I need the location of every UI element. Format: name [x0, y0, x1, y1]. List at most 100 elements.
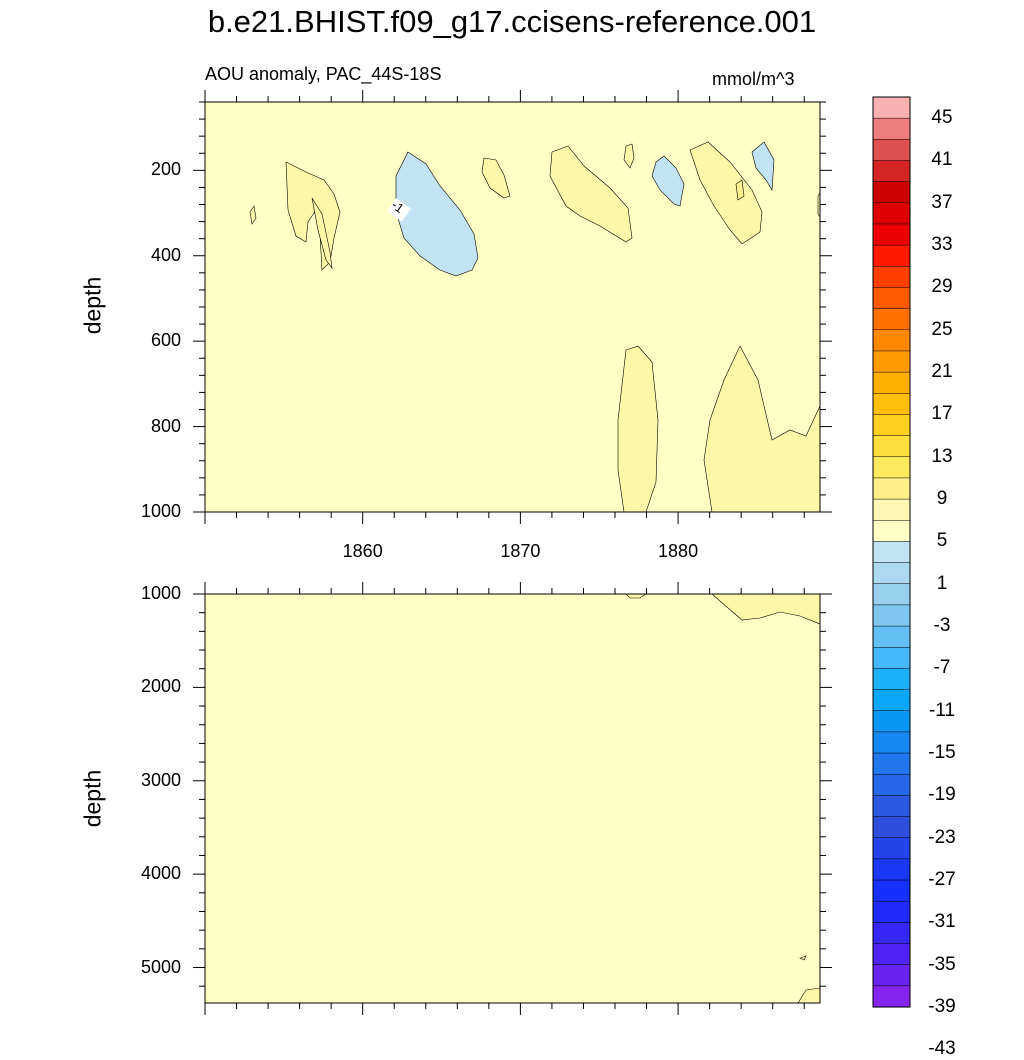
colorbar-label: -35 — [928, 953, 956, 975]
colorbar-swatch — [872, 308, 911, 331]
contour-pos-7 — [735, 179, 745, 201]
colorbar-swatch — [872, 583, 911, 606]
colorbar-swatch — [872, 435, 911, 458]
colorbar-swatch — [872, 858, 911, 881]
colorbar-swatch — [872, 456, 911, 479]
contour-pos-8 — [249, 205, 257, 225]
lower-background-fill — [205, 594, 820, 1003]
axis-ticks — [193, 90, 832, 1015]
contour-pos-10 — [617, 345, 659, 512]
y-tick-label: 200 — [150, 159, 181, 180]
colorbar-swatch — [872, 562, 911, 585]
colorbar-swatch — [872, 985, 911, 1008]
colorbar-swatch — [872, 139, 911, 162]
colorbar-label: 21 — [931, 361, 953, 383]
colorbar-label: 1 — [936, 572, 948, 594]
upper-y-axis-label: depth — [79, 276, 106, 335]
colorbar-swatch — [872, 731, 911, 754]
colorbar-label: 13 — [931, 445, 953, 467]
colorbar-label: -43 — [928, 1038, 956, 1060]
colorbar-label: -39 — [928, 996, 956, 1017]
contour-pos-4 — [549, 145, 633, 243]
colorbar-label: 5 — [936, 530, 948, 552]
colorbar-swatch — [872, 414, 911, 437]
colorbar — [872, 96, 911, 1008]
colorbar-swatch — [872, 541, 911, 564]
colorbar-swatch — [872, 816, 911, 839]
colorbar-swatch — [872, 773, 911, 796]
colorbar-swatch — [872, 266, 911, 289]
colorbar-swatch — [872, 477, 911, 500]
contour-label-box — [387, 198, 411, 222]
colorbar-label: -23 — [928, 826, 956, 848]
colorbar-swatch — [872, 689, 911, 712]
colorbar-swatch — [872, 943, 911, 966]
y-tick-label: 5000 — [140, 956, 181, 977]
colorbar-swatch — [872, 922, 911, 945]
contour-neg-2 — [651, 155, 685, 207]
colorbar-swatch — [872, 879, 911, 902]
contour-pos-3 — [481, 157, 511, 199]
y-tick-label: 1000 — [140, 501, 181, 521]
contour-pos-lower-4 — [799, 955, 807, 961]
colorbar-swatch — [872, 350, 911, 373]
contour-neg-3 — [751, 141, 775, 191]
colorbar-swatch — [872, 287, 911, 310]
lower-y-axis-label: depth — [79, 769, 106, 828]
colorbar-swatch — [872, 393, 911, 415]
colorbar-label: 17 — [931, 403, 953, 425]
colorbar-swatch — [872, 329, 911, 352]
colorbar-label: -7 — [933, 657, 951, 679]
colorbar-swatch — [872, 520, 911, 542]
contour-pos-11 — [703, 345, 820, 512]
colorbar-swatch — [872, 181, 911, 204]
y-tick-label: 4000 — [140, 863, 181, 884]
colorbar-swatch — [872, 223, 911, 246]
colorbar-swatch — [872, 498, 911, 521]
colorbar-label: -15 — [928, 742, 956, 764]
colorbar-swatch — [872, 117, 911, 140]
upper-subtitle-left: AOU anomaly, PAC_44S-18S — [205, 64, 442, 84]
colorbar-swatch — [872, 668, 911, 691]
y-tick-label: 2000 — [140, 676, 181, 697]
colorbar-swatch — [872, 964, 911, 987]
colorbar-swatch — [872, 160, 911, 183]
colorbar-swatch — [872, 244, 911, 267]
y-tick-label: 600 — [150, 330, 181, 351]
colorbar-label: 45 — [931, 107, 953, 129]
colorbar-label: 33 — [931, 234, 953, 256]
colorbar-swatch — [872, 752, 911, 775]
colorbar-label: -11 — [928, 699, 956, 721]
colorbar-label: -3 — [933, 615, 951, 637]
colorbar-swatch — [872, 646, 911, 669]
colorbar-label: 29 — [931, 276, 953, 298]
colorbar-swatch — [872, 795, 911, 818]
contour-pos-2 — [311, 197, 333, 270]
colorbar-swatch — [872, 202, 911, 225]
upper-subtitle-right: mmol/m^3 — [712, 69, 795, 89]
x-tick-label: 1880 — [658, 541, 699, 561]
colorbar-swatch — [872, 900, 911, 923]
y-tick-label: 800 — [150, 415, 181, 436]
colorbar-swatch — [872, 371, 911, 394]
upper-panel — [205, 102, 820, 512]
chart-canvas — [193, 90, 911, 1015]
x-tick-label: 1860 — [342, 541, 383, 561]
colorbar-label: -27 — [928, 869, 956, 891]
y-tick-label: 400 — [150, 244, 181, 265]
colorbar-frame — [872, 96, 911, 1008]
contour-pos-lower-2 — [625, 594, 647, 599]
colorbar-label: -19 — [928, 784, 956, 806]
contour-pos-5 — [623, 143, 635, 169]
colorbar-swatch — [872, 837, 911, 860]
colorbar-label: 37 — [931, 191, 953, 213]
colorbar-swatch — [872, 604, 911, 627]
y-tick-label: 3000 — [140, 769, 181, 790]
colorbar-swatch — [872, 625, 911, 648]
colorbar-label: 9 — [936, 488, 948, 510]
colorbar-label: 41 — [931, 149, 953, 171]
contour-pos-lower-3 — [797, 987, 820, 1003]
lower-frame — [204, 593, 821, 1004]
x-tick-label: 1870 — [500, 541, 541, 561]
contour-pos-6 — [689, 141, 763, 245]
